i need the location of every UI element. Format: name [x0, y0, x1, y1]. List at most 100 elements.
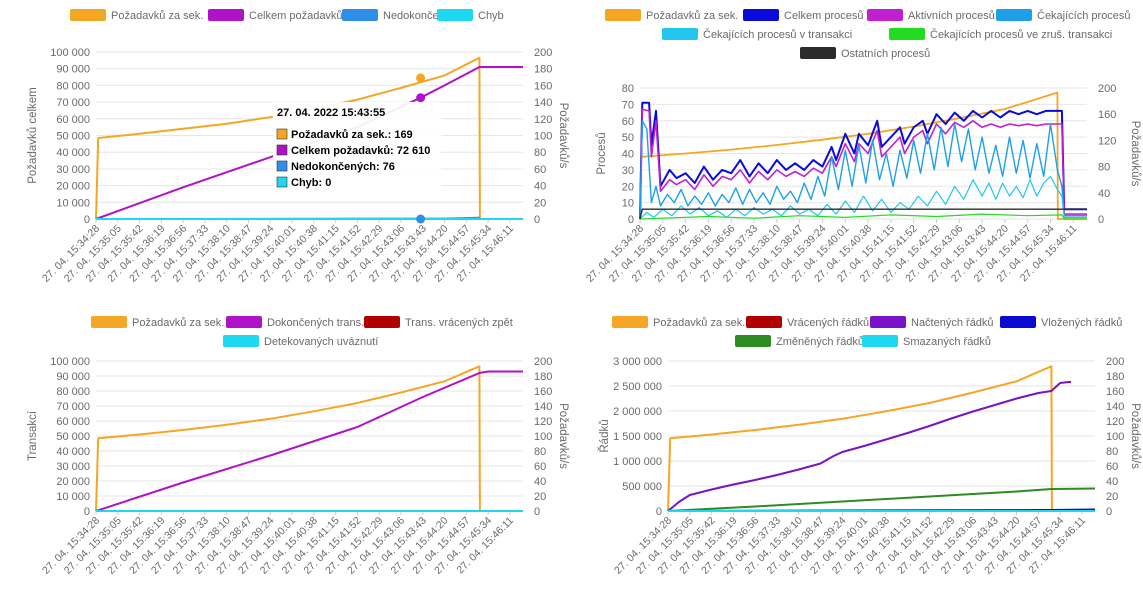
y-left-tick-label: 40 000 — [56, 147, 90, 159]
legend-label: Požadavků za sek. — [111, 10, 203, 22]
tooltip-row: Celkem požadavků: 72 610 — [291, 145, 430, 157]
y-left-tick-label: 20 — [622, 181, 634, 193]
tooltip-background — [273, 102, 441, 192]
y-left-tick-label: 20 000 — [56, 476, 90, 488]
y-right-axis-title: Požadavků/s — [557, 403, 569, 469]
legend-swatch — [867, 9, 903, 21]
y-left-tick-label: 40 000 — [56, 446, 90, 458]
legend-label: Vložených řádků — [1041, 317, 1122, 329]
legend-swatch — [342, 9, 378, 21]
y-right-tick-label: 100 — [1106, 431, 1124, 443]
y-right-tick-label: 160 — [534, 386, 552, 398]
series-line-po-adavk-za-sek — [639, 91, 1087, 220]
y-left-tick-label: 70 000 — [56, 97, 90, 109]
y-right-tick-label: 140 — [1106, 401, 1124, 413]
series-line-aktivn-ch-proces — [639, 108, 1087, 220]
y-right-tick-label: 140 — [534, 97, 552, 109]
hover-marker — [416, 73, 426, 83]
tooltip: 27. 04. 2022 15:43:55 Požadavků za sek.: … — [273, 102, 441, 192]
y-left-tick-label: 10 000 — [56, 491, 90, 503]
y-left-tick-label: 40 — [622, 149, 634, 161]
y-left-tick-label: 10 000 — [56, 197, 90, 209]
y-right-tick-label: 20 — [534, 491, 546, 503]
y-left-tick-label: 500 000 — [622, 481, 662, 493]
y-left-tick-label: 10 — [622, 198, 634, 210]
y-right-axis-title: Požadavků/s — [1129, 403, 1141, 469]
legend-item-ekaj-c-ch-proces: Čekajících procesů — [996, 9, 1131, 22]
y-left-tick-label: 80 — [622, 83, 634, 95]
legend-item-aktivn-ch-proces: Aktivních procesů — [867, 9, 995, 22]
legend-item-na-ten-ch-dk: Načtených řádků — [870, 316, 994, 329]
legend-item-po-adavk-za-sek: Požadavků za sek. — [612, 316, 745, 329]
legend-swatch — [889, 28, 925, 40]
legend-swatch — [870, 316, 906, 328]
y-left-tick-label: 50 000 — [56, 131, 90, 143]
series-line-ekaj-c-ch-proces-ve-zru-transakci — [639, 213, 1087, 220]
hover-marker — [416, 214, 426, 224]
y-left-tick-label: 0 — [628, 214, 634, 226]
y-left-tick-label: 50 000 — [56, 431, 90, 443]
legend-item-ekaj-c-ch-proces-ve-zru-transakci: Čekajících procesů ve zruš. transakci — [889, 28, 1112, 41]
y-left-axis-title: Požadavků celkem — [27, 87, 39, 184]
y-right-tick-label: 120 — [534, 416, 552, 428]
y-right-tick-label: 160 — [534, 80, 552, 92]
y-right-tick-label: 180 — [534, 64, 552, 76]
y-right-axis-title: Požadavků/s — [1129, 121, 1141, 187]
y-right-tick-label: 180 — [534, 371, 552, 383]
series-line-po-adavk-za-sek — [95, 365, 523, 512]
y-right-tick-label: 60 — [1106, 461, 1118, 473]
series-line-zm-n-n-ch-dk — [667, 487, 1096, 512]
y-left-tick-label: 1 000 000 — [613, 456, 662, 468]
legend-item-dokon-en-ch-trans: Dokončených trans. — [226, 316, 364, 329]
legend-item-vr-cen-ch-dk: Vrácených řádků — [746, 316, 869, 329]
legend-swatch — [735, 335, 771, 347]
legend-item-detekovan-ch-uv-znut: Detekovaných uváznutí — [223, 335, 378, 348]
legend-swatch — [612, 316, 648, 328]
series-line-ekaj-c-ch-proces — [639, 120, 1087, 220]
tooltip-row: Chyb: 0 — [291, 177, 331, 189]
legend-item-po-adavk-za-sek: Požadavků za sek. — [70, 9, 203, 22]
legend-label: Požadavků za sek. — [646, 10, 738, 22]
y-right-axis-title: Požadavků/s — [557, 103, 569, 169]
legend-swatch — [743, 9, 779, 21]
chart-requests: 0 10 000 20 000 30 000 40 000 50 000 60 000 70 … — [27, 9, 569, 285]
legend-label: Čekajících procesů v transakci — [703, 28, 852, 41]
y-right-tick-label: 80 — [534, 147, 546, 159]
y-left-tick-label: 60 000 — [56, 114, 90, 126]
legend-label: Načtených řádků — [911, 317, 994, 329]
legend-item-zm-n-n-ch-dk: Změněných řádků — [735, 335, 864, 348]
y-left-axis-title: Řádků — [598, 419, 611, 452]
y-left-tick-label: 100 000 — [50, 356, 90, 368]
y-left-axis-title: Procesů — [596, 132, 608, 174]
legend-label: Vrácených řádků — [787, 317, 869, 329]
y-right-tick-label: 80 — [1106, 446, 1118, 458]
series-line-ostatn-ch-proces — [639, 208, 1087, 220]
legend-label: Detekovaných uváznutí — [264, 336, 378, 348]
legend-item-celkem-proces: Celkem procesů — [743, 9, 863, 22]
legend-item-celkem-po-adavk: Celkem požadavků — [208, 9, 343, 22]
y-left-tick-label: 60 — [622, 116, 634, 128]
y-right-tick-label: 100 — [534, 131, 552, 143]
legend-swatch — [605, 9, 641, 21]
series-line-dokon-en-ch-trans — [95, 370, 523, 512]
chart-rows: 0 500 000 1 000 000 1 500 000 2 000 000 2 500… — [598, 316, 1141, 577]
legend-label: Smazaných řádků — [903, 336, 991, 348]
y-right-tick-label: 120 — [1098, 135, 1116, 147]
y-left-tick-label: 100 000 — [50, 47, 90, 59]
legend-item-ostatn-ch-proces: Ostatních procesů — [800, 47, 930, 60]
y-left-tick-label: 3 000 000 — [613, 356, 662, 368]
legend-label: Dokončených trans. — [267, 317, 364, 329]
legend-swatch — [1000, 316, 1036, 328]
y-right-tick-label: 200 — [534, 47, 552, 59]
y-left-tick-label: 2 000 000 — [613, 406, 662, 418]
y-right-tick-label: 80 — [534, 446, 546, 458]
y-left-tick-label: 1 500 000 — [613, 431, 662, 443]
y-right-tick-label: 0 — [1106, 506, 1112, 518]
y-left-tick-label: 70 000 — [56, 401, 90, 413]
tooltip-swatch — [276, 144, 288, 156]
tooltip-title: 27. 04. 2022 15:43:55 — [277, 107, 385, 119]
y-left-tick-label: 30 000 — [56, 164, 90, 176]
y-right-tick-label: 120 — [1106, 416, 1124, 428]
y-right-tick-label: 60 — [534, 164, 546, 176]
y-right-tick-label: 0 — [534, 506, 540, 518]
